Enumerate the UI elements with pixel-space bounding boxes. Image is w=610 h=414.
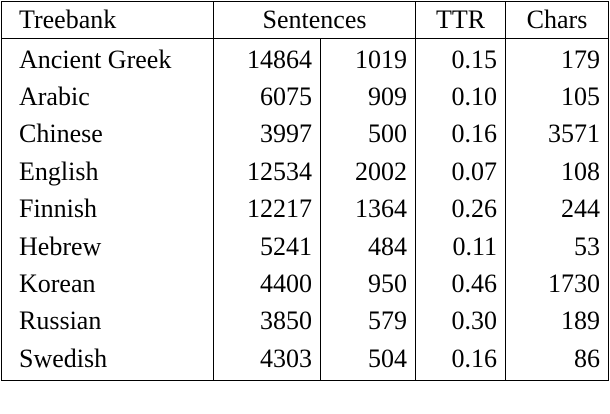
treebank-name: Arabic [1, 78, 214, 116]
table-cell: 0.30 [415, 302, 506, 341]
table-cell: 2002 [320, 153, 416, 191]
table-cell: 3571 [548, 119, 600, 149]
table-cell: 1730 [548, 269, 600, 299]
header-row: Treebank Sentences TTR Chars [1, 1, 609, 39]
table-cell: 0.16 [415, 115, 506, 154]
header-cell: TTR [415, 1, 506, 39]
table-cell: 0.10 [415, 78, 506, 116]
treebank-name: Ancient Greek [1, 38, 214, 79]
header-cell: Treebank [1, 1, 214, 39]
table-cell: 579 [320, 302, 416, 341]
table-cell: 4303 [213, 340, 321, 381]
table-cell: 86 [574, 343, 600, 373]
header-cell: Chars [505, 1, 609, 39]
treebank-name: Chinese [1, 115, 214, 154]
table-cell: 108 [561, 156, 600, 186]
table-header: Treebank Sentences TTR Chars [1, 1, 609, 39]
treebank-name: Russian [1, 302, 214, 341]
table-cell: 500 [320, 115, 416, 154]
table-cell: 179 [561, 44, 600, 74]
table-row: Korean 4400 950 0.46 1730 [1, 265, 609, 303]
table-cell: 189 [561, 306, 600, 336]
table-cell: 12217 [213, 190, 321, 228]
header-cell: Sentences [213, 1, 416, 39]
table-cell: 1019 [320, 38, 416, 79]
table-cell: 0.16 [415, 340, 506, 381]
table-cell: 244 [561, 194, 600, 224]
table-row: Hebrew 5241 484 0.11 53 [1, 227, 609, 266]
treebank-name: English [1, 153, 214, 191]
treebank-name: Hebrew [1, 227, 214, 266]
table-row: Finnish 12217 1364 0.26 244 [1, 190, 609, 228]
table-cell: 0.26 [415, 190, 506, 228]
table-body: Ancient Greek 14864 1019 0.15 179 Arabic 6075 9… [1, 38, 609, 381]
table-cell: 6075 [213, 78, 321, 116]
table-row: Arabic 6075 909 0.10 105 [1, 78, 609, 116]
table-cell: 3850 [213, 302, 321, 341]
table-cell: 0.46 [415, 265, 506, 303]
table-cell: 0.15 [415, 38, 506, 79]
table-row: Chinese 3997 500 0.16 3571 [1, 115, 609, 154]
table-cell: 504 [320, 340, 416, 381]
table-cell: 909 [320, 78, 416, 116]
treebank-name: Swedish [1, 340, 214, 381]
table-cell: 950 [320, 265, 416, 303]
table-cell: 14864 [213, 38, 321, 79]
table-cell: 1364 [320, 190, 416, 228]
table-cell: 4400 [213, 265, 321, 303]
table-cell: 3997 [213, 115, 321, 154]
table-row: Russian 3850 579 0.30 189 [1, 302, 609, 341]
treebank-name: Korean [1, 265, 214, 303]
table-row: Ancient Greek 14864 1019 0.15 179 [1, 38, 609, 79]
table-cell: 53 [574, 231, 600, 261]
table-cell: 5241 [213, 227, 321, 266]
table-row: Swedish 4303 504 0.16 86 [1, 340, 609, 381]
table-cell: 484 [320, 227, 416, 266]
table-cell: 12534 [213, 153, 321, 191]
table-row: English 12534 2002 0.07 108 [1, 153, 609, 191]
table-cell: 0.07 [415, 153, 506, 191]
treebank-name: Finnish [1, 190, 214, 228]
treebank-table: Treebank Sentences TTR Chars Ancient Gre… [1, 1, 609, 381]
table-cell: 105 [561, 82, 600, 112]
table-cell: 0.11 [415, 227, 506, 266]
